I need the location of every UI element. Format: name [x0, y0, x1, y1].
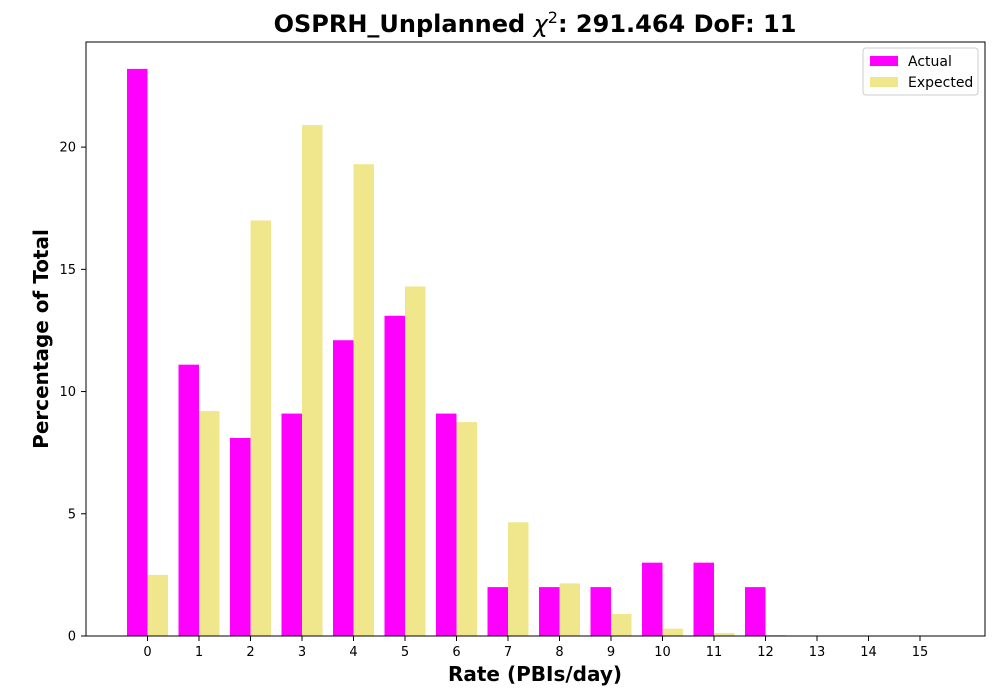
x-tick-label: 3 [298, 645, 306, 660]
bar-actual-11 [693, 562, 714, 636]
bars [127, 68, 838, 637]
bar-actual-3 [281, 413, 302, 636]
x-tick-label: 8 [555, 645, 563, 660]
bar-actual-0 [127, 68, 148, 636]
y-tick-label: 20 [59, 141, 76, 156]
x-tick-label: 12 [757, 645, 774, 660]
bar-actual-10 [642, 562, 663, 636]
bar-expected-9 [611, 614, 632, 636]
x-tick-label: 1 [195, 645, 203, 660]
bar-expected-0 [147, 574, 168, 636]
x-tick-label: 2 [246, 645, 254, 660]
plot-frame [85, 41, 986, 637]
x-tick-label: 14 [860, 645, 877, 660]
bar-expected-6 [456, 422, 477, 636]
bar-actual-9 [590, 587, 611, 636]
x-tick-label: 9 [607, 645, 615, 660]
bar-expected-5 [405, 286, 426, 636]
x-tick-label: 7 [504, 645, 512, 660]
bar-actual-12 [745, 587, 766, 636]
x-tick-label: 10 [654, 645, 671, 660]
bar-actual-8 [539, 587, 560, 636]
x-tick-label: 15 [912, 645, 929, 660]
x-axis-label: Rate (PBIs/day) [448, 662, 622, 686]
bar-actual-2 [230, 438, 251, 636]
x-tick-label: 11 [706, 645, 723, 660]
x-tick-label: 5 [401, 645, 409, 660]
x-tick-label: 6 [452, 645, 460, 660]
legend: Actual Expected [862, 47, 979, 96]
bar-expected-10 [662, 628, 683, 636]
y-tick-label: 0 [68, 630, 76, 645]
bar-actual-6 [436, 413, 457, 636]
bar-expected-8 [559, 583, 580, 636]
bar-expected-2 [250, 220, 271, 636]
bar-expected-11 [714, 633, 735, 636]
y-tick-label: 5 [68, 507, 76, 522]
bar-actual-1 [178, 364, 199, 636]
chart-title: OSPRH_Unplanned χ2: 291.464 DoF: 11 [274, 8, 797, 38]
bar-actual-7 [487, 587, 508, 636]
x-tick-label: 4 [349, 645, 357, 660]
y-axis-ticks: 0 5 10 15 20 [59, 141, 86, 645]
y-tick-label: 15 [59, 263, 76, 278]
bar-expected-1 [199, 411, 220, 636]
bar-actual-4 [333, 340, 354, 636]
y-axis-label: Percentage of Total [29, 229, 53, 449]
bar-expected-4 [353, 164, 374, 636]
legend-swatch-expected [870, 77, 898, 87]
x-tick-label: 0 [143, 645, 151, 660]
x-axis-ticks: 0 1 2 3 4 5 6 7 8 9 10 11 12 13 14 15 [143, 636, 928, 660]
bar-expected-3 [302, 125, 323, 637]
x-tick-label: 13 [809, 645, 826, 660]
bar-actual-5 [384, 315, 405, 636]
legend-label-expected: Expected [908, 75, 973, 91]
legend-swatch-actual [870, 56, 898, 66]
y-tick-label: 10 [59, 385, 76, 400]
legend-label-actual: Actual [908, 54, 952, 70]
bar-expected-7 [508, 522, 529, 636]
